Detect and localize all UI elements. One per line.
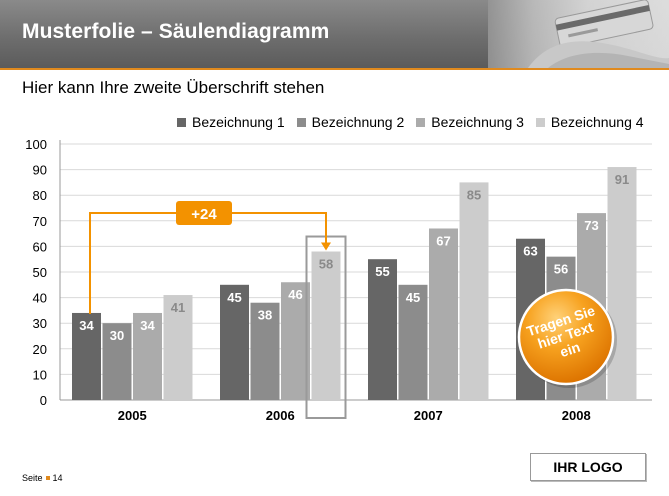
bar-2005-s2 [102, 323, 132, 400]
page-number-value: 14 [52, 473, 63, 483]
bullet-square-icon [45, 476, 50, 481]
header-accent-line [0, 68, 669, 70]
data-label: 56 [554, 262, 568, 277]
data-label: 85 [467, 187, 481, 202]
header-photo [488, 0, 669, 68]
x-tick-label: 2005 [118, 408, 147, 423]
data-label: 45 [227, 290, 241, 305]
bar-2005-s3 [133, 312, 162, 400]
bar-2008-s4 [607, 167, 637, 400]
data-label: 58 [319, 257, 333, 272]
data-label: 73 [584, 218, 598, 233]
bar-2007-s1 [368, 259, 397, 400]
logo-placeholder: IHR LOGO [530, 453, 646, 481]
data-label: 67 [436, 233, 450, 248]
callout-arrowhead-icon [321, 242, 331, 251]
column-chart: 0 10 20 30 40 50 60 70 80 90 100 34 30 34 41 2005 45 38 46… [25, 137, 652, 423]
y-tick-label: 70 [33, 214, 47, 229]
legend-label-4: Bezeichnung 4 [550, 114, 644, 130]
legend-label-1: Bezeichnung 1 [192, 114, 285, 130]
bar-2005-s1 [72, 312, 101, 400]
data-label: 63 [523, 244, 537, 259]
data-label: 46 [288, 287, 302, 302]
data-label: 91 [615, 172, 629, 187]
y-tick-label: 100 [25, 137, 47, 152]
slide-title: Musterfolie – Säulendiagramm [22, 20, 330, 43]
data-label: 55 [375, 264, 389, 279]
bar-2006-s1 [220, 284, 249, 400]
legend-swatch-1 [177, 117, 186, 127]
y-tick-label: 50 [33, 265, 47, 280]
x-tick-label: 2007 [414, 408, 443, 423]
bar-2007-s2 [398, 284, 428, 400]
x-tick-label: 2006 [266, 408, 295, 423]
legend-swatch-4 [535, 117, 545, 127]
chart-legend: Bezeichnung 1 Bezeichnung 2 Bezeichnung … [177, 113, 656, 131]
page-number: Seite 14 [22, 473, 63, 483]
legend-item-3: Bezeichnung 3 [416, 114, 524, 130]
y-tick-label: 10 [33, 367, 47, 382]
x-tick-label: 2008 [562, 408, 591, 423]
y-tick-label: 20 [33, 342, 47, 357]
y-tick-label: 90 [33, 163, 47, 178]
data-label: 41 [171, 300, 185, 315]
badge-text-line: ein [558, 339, 582, 360]
data-label: 34 [79, 318, 94, 333]
data-label: 30 [110, 328, 124, 343]
bar-2007-s4 [459, 182, 489, 400]
y-tick-label: 80 [33, 188, 47, 203]
logo-text: IHR LOGO [553, 459, 623, 475]
bar-2005-s4 [163, 295, 193, 400]
data-label: 38 [258, 308, 272, 323]
data-label: 45 [406, 290, 420, 305]
hand-card-image [488, 0, 669, 68]
header-bar: Musterfolie – Säulendiagramm [0, 0, 669, 68]
slide-subtitle: Hier kann Ihre zweite Überschrift stehen [22, 78, 325, 97]
legend-swatch-3 [416, 117, 426, 127]
y-tick-label: 40 [33, 291, 47, 306]
y-tick-label: 30 [33, 316, 47, 331]
legend-label-3: Bezeichnung 3 [431, 114, 524, 130]
y-tick-label: 60 [33, 239, 47, 254]
bar-2007-s3 [429, 228, 458, 400]
bar-2006-s2 [250, 302, 280, 400]
page-label: Seite [22, 473, 43, 483]
y-tick-label: 0 [40, 393, 47, 408]
bar-2006-s4 [311, 251, 341, 400]
badge-circle [517, 288, 615, 386]
legend-item-4: Bezeichnung 4 [535, 114, 644, 130]
legend-label-2: Bezeichnung 2 [311, 114, 405, 130]
callout-box [176, 201, 232, 225]
legend-item-1: Bezeichnung 1 [177, 114, 285, 130]
legend-swatch-2 [296, 117, 306, 127]
data-label: 34 [140, 318, 155, 333]
legend-item-2: Bezeichnung 2 [296, 114, 405, 130]
callout-label: +24 [191, 206, 217, 223]
bar-2006-s3 [281, 282, 310, 400]
